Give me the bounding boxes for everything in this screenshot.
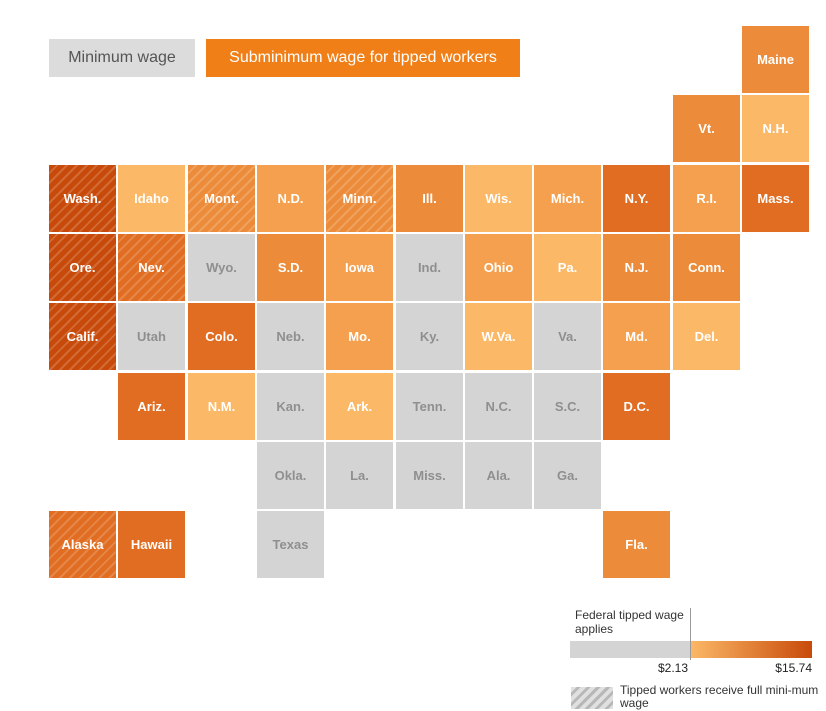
state-tile-nd[interactable]: N.D.: [257, 165, 324, 232]
state-tile-nev[interactable]: Nev.: [118, 234, 185, 301]
state-tile-iowa[interactable]: Iowa: [326, 234, 393, 301]
state-tile-wis[interactable]: Wis.: [465, 165, 532, 232]
state-tile-idaho[interactable]: Idaho: [118, 165, 185, 232]
legend-max-value: $15.74: [775, 661, 812, 675]
state-tile-miss[interactable]: Miss.: [396, 442, 463, 509]
state-tile-ark[interactable]: Ark.: [326, 373, 393, 440]
state-tile-maine[interactable]: Maine: [742, 26, 809, 93]
state-tile-la[interactable]: La.: [326, 442, 393, 509]
state-tile-alaska[interactable]: Alaska: [49, 511, 116, 578]
state-tile-ala[interactable]: Ala.: [465, 442, 532, 509]
state-tile-ri[interactable]: R.I.: [673, 165, 740, 232]
state-tile-ky[interactable]: Ky.: [396, 303, 463, 370]
tab-minimum-wage[interactable]: Minimum wage: [49, 39, 195, 77]
legend-gray-swatch: [570, 641, 690, 658]
state-tile-nc[interactable]: N.C.: [465, 373, 532, 440]
state-tile-ill[interactable]: Ill.: [396, 165, 463, 232]
state-tile-ariz[interactable]: Ariz.: [118, 373, 185, 440]
state-tile-dc[interactable]: D.C.: [603, 373, 670, 440]
state-tile-hawaii[interactable]: Hawaii: [118, 511, 185, 578]
legend-hatch-label: Tipped workers receive full mini-mum wag…: [620, 683, 819, 710]
state-tile-pa[interactable]: Pa.: [534, 234, 601, 301]
state-tile-texas[interactable]: Texas: [257, 511, 324, 578]
state-tile-ind[interactable]: Ind.: [396, 234, 463, 301]
legend-min-value: $2.13: [657, 661, 688, 675]
state-tile-utah[interactable]: Utah: [118, 303, 185, 370]
state-tile-kan[interactable]: Kan.: [257, 373, 324, 440]
state-tile-sd[interactable]: S.D.: [257, 234, 324, 301]
state-tile-del[interactable]: Del.: [673, 303, 740, 370]
state-tile-va[interactable]: Va.: [534, 303, 601, 370]
state-tile-calif[interactable]: Calif.: [49, 303, 116, 370]
state-tile-conn[interactable]: Conn.: [673, 234, 740, 301]
state-tile-mich[interactable]: Mich.: [534, 165, 601, 232]
legend-federal-label: Federal tipped wage applies: [575, 608, 684, 636]
state-tile-tenn[interactable]: Tenn.: [396, 373, 463, 440]
legend-divider: [690, 608, 691, 660]
state-tile-neb[interactable]: Neb.: [257, 303, 324, 370]
state-tile-wyo[interactable]: Wyo.: [188, 234, 255, 301]
state-tile-wash[interactable]: Wash.: [49, 165, 116, 232]
state-tile-mo[interactable]: Mo.: [326, 303, 393, 370]
state-tile-nj[interactable]: N.J.: [603, 234, 670, 301]
state-tile-okla[interactable]: Okla.: [257, 442, 324, 509]
state-tile-ohio[interactable]: Ohio: [465, 234, 532, 301]
legend-hatch-swatch: [571, 687, 613, 709]
state-tile-vt[interactable]: Vt.: [673, 95, 740, 162]
state-tile-nm[interactable]: N.M.: [188, 373, 255, 440]
state-tile-fla[interactable]: Fla.: [603, 511, 670, 578]
state-tile-minn[interactable]: Minn.: [326, 165, 393, 232]
tab-subminimum-wage[interactable]: Subminimum wage for tipped workers: [206, 39, 520, 77]
state-tile-mass[interactable]: Mass.: [742, 165, 809, 232]
state-tile-sc[interactable]: S.C.: [534, 373, 601, 440]
state-tile-ga[interactable]: Ga.: [534, 442, 601, 509]
state-tile-ny[interactable]: N.Y.: [603, 165, 670, 232]
state-tile-nh[interactable]: N.H.: [742, 95, 809, 162]
state-tile-md[interactable]: Md.: [603, 303, 670, 370]
state-tile-ore[interactable]: Ore.: [49, 234, 116, 301]
state-tile-wva[interactable]: W.Va.: [465, 303, 532, 370]
legend-color-scale: [691, 641, 812, 658]
state-tile-colo[interactable]: Colo.: [188, 303, 255, 370]
state-tile-mont[interactable]: Mont.: [188, 165, 255, 232]
